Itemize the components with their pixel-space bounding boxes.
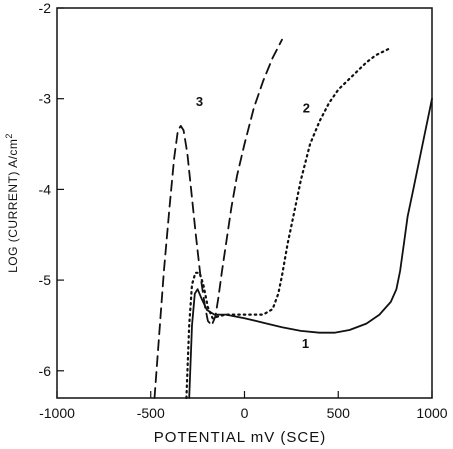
y-tick-label: -2 — [39, 0, 52, 16]
x-axis-title: POTENTIAL mV (SCE) — [154, 429, 326, 446]
series-line-1 — [188, 97, 433, 399]
curve-label-1: 1 — [302, 336, 309, 351]
y-axis-ticks: -6 -5 -4 -3 -2 — [39, 0, 64, 379]
curve-labels: 1 2 3 — [196, 94, 310, 351]
x-axis-ticks: -1000 -500 0 500 1000 — [39, 391, 448, 421]
series-line-2 — [185, 47, 390, 400]
x-tick-label: 1000 — [416, 405, 447, 421]
y-tick-label: -6 — [39, 363, 52, 379]
x-tick-label: -500 — [137, 405, 165, 421]
x-tick-label: 0 — [241, 405, 249, 421]
curve-label-3: 3 — [196, 94, 203, 109]
y-axis-title: LOG (CURRENT) A/cm2 — [4, 133, 20, 273]
y-tick-label: -4 — [39, 181, 52, 197]
x-tick-label: 500 — [327, 405, 351, 421]
y-tick-label: -5 — [39, 272, 52, 288]
series-layer — [153, 38, 433, 400]
series-line-3 — [153, 38, 283, 399]
plot-frame — [56, 7, 433, 399]
y-tick-label: -3 — [39, 91, 52, 107]
curve-label-2: 2 — [303, 100, 310, 115]
y-axis-title-superscript: 2 — [4, 133, 14, 139]
y-axis-title-main: LOG (CURRENT) A/cm — [6, 139, 20, 273]
x-tick-label: -1000 — [39, 405, 75, 421]
